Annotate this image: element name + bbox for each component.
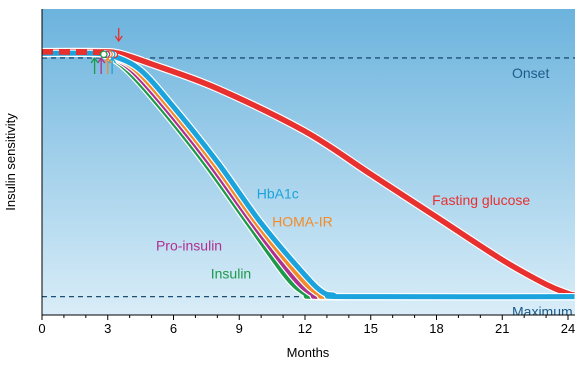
arrow-up-3-head — [103, 56, 112, 64]
x-tick-label-3: 3 — [104, 321, 111, 336]
arrow-up-5 — [90, 56, 99, 74]
series-label-fasting-glucose: Fasting glucose — [432, 192, 530, 208]
x-tick-label-15: 15 — [364, 321, 378, 336]
reference-label-maximum: Maximum — [512, 304, 573, 320]
arrow-up-5-head — [90, 56, 99, 64]
arrow-up-4 — [97, 56, 106, 74]
series-label-homa-ir: HOMA-IR — [272, 213, 333, 229]
reference-label-onset: Onset — [512, 65, 549, 81]
x-tick-label-24: 24 — [561, 321, 575, 336]
series-label-hba1c: HbA1c — [257, 186, 299, 202]
plot-area: Onset Maximum HbA1c HOMA-IR Pro-insulin Insu… — [42, 47, 575, 320]
series-line-fasting-glucose — [42, 48, 575, 298]
arrow-up-3 — [103, 56, 112, 74]
arrow-down-1 — [114, 28, 123, 43]
x-tick-label-9: 9 — [236, 321, 243, 336]
series-label-insulin: Insulin — [211, 265, 251, 281]
arrow-up-4-head — [97, 56, 106, 64]
x-tick-label-18: 18 — [429, 321, 443, 336]
arrow-down-1-head — [114, 35, 123, 43]
onset-marker-insulin — [99, 50, 108, 59]
x-tick-label-21: 21 — [495, 321, 509, 336]
series-label-pro-insulin: Pro-insulin — [156, 238, 222, 254]
x-axis-label: Months — [287, 345, 330, 360]
y-axis-label: Insulin sensitivity — [3, 113, 18, 211]
x-tick-label-12: 12 — [298, 321, 312, 336]
x-tick-label-6: 6 — [170, 321, 177, 336]
x-tick-label-0: 0 — [38, 321, 45, 336]
